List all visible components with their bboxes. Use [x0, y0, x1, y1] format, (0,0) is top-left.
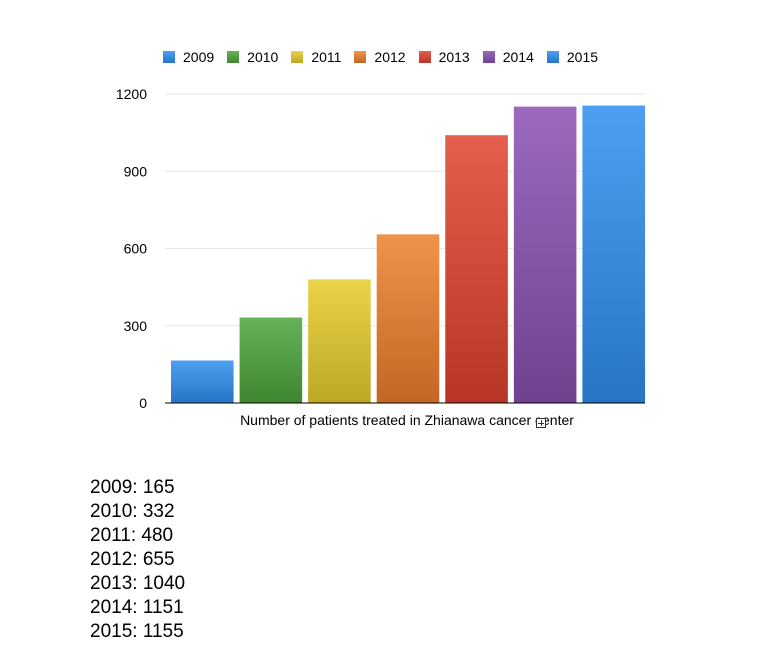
- legend-item-2010: 2010: [227, 49, 278, 65]
- data-row-2013: 2013: 1040: [90, 573, 186, 594]
- legend-swatch: [546, 51, 559, 63]
- legend-item-2011: 2011: [291, 49, 341, 65]
- y-tick-label: 600: [124, 241, 148, 257]
- legend-label: 2013: [438, 49, 470, 65]
- legend-item-2013: 2013: [418, 49, 470, 65]
- bar-2013: [445, 135, 508, 403]
- bar-2014: [513, 106, 577, 404]
- bar-chart: 2009 2010 2011 2012 2013 2014 2015 0 300 600 900 1…: [116, 49, 645, 428]
- legend-label: 2014: [502, 49, 534, 65]
- move-cursor-icon: [536, 418, 546, 428]
- data-row-2009: 2009: 165: [90, 477, 175, 498]
- legend-label: 2011: [311, 49, 342, 65]
- legend-swatch: [482, 51, 495, 63]
- bar-2009: [171, 360, 234, 403]
- legend-item-2012: 2012: [354, 49, 406, 65]
- bar-2012: [376, 234, 440, 403]
- data-row-2015: 2015: 1155: [90, 621, 184, 642]
- x-category-label: Number of patients treated in Zhianawa c…: [240, 412, 574, 428]
- legend-label: 2010: [247, 49, 279, 65]
- legend-label: 2015: [566, 49, 599, 65]
- bar-2015: [582, 105, 645, 404]
- legend-swatch: [291, 51, 304, 63]
- legend-swatch: [354, 51, 367, 63]
- bar-2011: [308, 279, 371, 403]
- data-value-list: 2009: 165 2010: 332 2011: 480 2012: 655 …: [90, 476, 185, 644]
- legend-label: 2009: [183, 49, 215, 65]
- y-tick-label: 1200: [116, 86, 147, 102]
- legend-swatch: [418, 51, 431, 63]
- legend-label: 2012: [374, 49, 406, 65]
- legend-swatch: [227, 51, 240, 63]
- legend-swatch: [163, 51, 175, 63]
- chart-legend: 2009 2010 2011 2012 2013 2014 2015: [163, 49, 611, 65]
- y-tick-label: 0: [139, 395, 147, 411]
- y-tick-label: 300: [124, 318, 148, 334]
- data-row-2014: 2014: 1151: [90, 597, 184, 618]
- legend-item-2009: 2009: [163, 49, 214, 65]
- legend-item-2015: 2015: [546, 49, 599, 65]
- y-tick-label: 900: [124, 163, 148, 179]
- data-row-2011: 2011: 480: [90, 525, 174, 546]
- data-row-2012: 2012: 655: [90, 549, 175, 570]
- chart-plot: 0 300 600 900 1200 Number of patients treated…: [116, 86, 645, 428]
- data-row-2010: 2010: 332: [90, 501, 175, 522]
- legend-item-2014: 2014: [482, 49, 534, 65]
- bar-2010: [239, 317, 303, 403]
